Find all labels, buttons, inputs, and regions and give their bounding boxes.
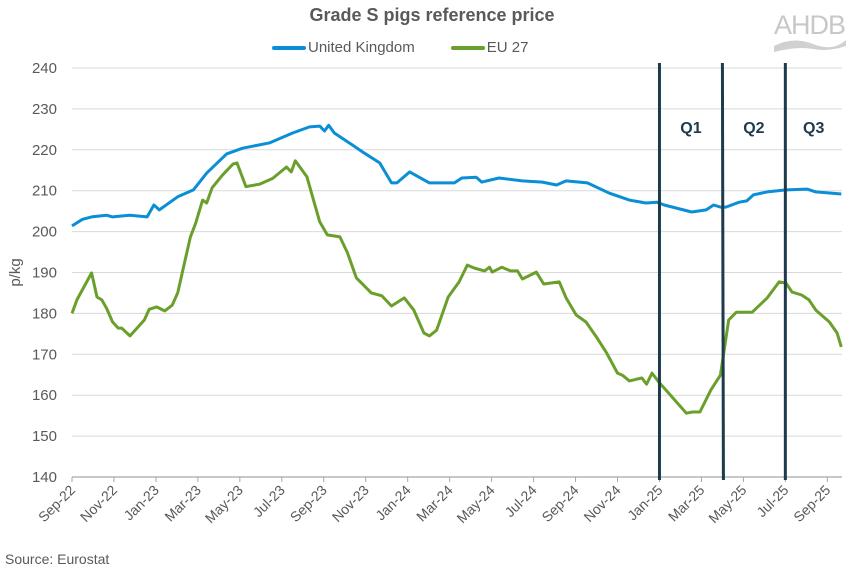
y-axis-label: p/kg <box>7 258 24 286</box>
y-tick-label: 210 <box>32 183 57 200</box>
x-tick-label: Jul-23 <box>250 482 288 520</box>
quarter-label: Q3 <box>803 120 824 137</box>
x-tick-label: Nov-22 <box>77 482 120 525</box>
svg-text:AHDB: AHDB <box>774 10 846 40</box>
y-tick-label: 220 <box>32 142 57 159</box>
quarter-label: Q1 <box>680 120 701 137</box>
y-tick-label: 150 <box>32 428 57 445</box>
x-tick-label: Mar-24 <box>413 482 456 525</box>
x-tick-label: Jan-25 <box>624 482 666 524</box>
x-tick-label: Nov-24 <box>580 482 623 525</box>
y-tick-label: 180 <box>32 305 57 322</box>
x-tick-label: Jul-24 <box>501 482 539 520</box>
y-tick-label: 170 <box>32 346 57 363</box>
x-tick-label: Mar-25 <box>665 482 708 525</box>
x-tick-label: Nov-23 <box>329 482 372 525</box>
series-line-uk <box>71 123 842 228</box>
legend-item-uk: United Kingdom <box>272 39 415 56</box>
legend-swatch-eu <box>450 45 485 50</box>
ahdb-logo: AHDB <box>774 10 846 52</box>
x-tick-label: May-24 <box>453 482 497 526</box>
series-line-eu27 <box>70 159 843 415</box>
x-tick-label: Jan-24 <box>372 482 414 524</box>
x-tick-label: May-25 <box>705 482 749 526</box>
x-tick-label: Jan-23 <box>120 482 162 524</box>
x-tick-label: Sep-23 <box>287 482 330 525</box>
y-tick-label: 190 <box>32 265 57 282</box>
x-tick-label: Mar-23 <box>161 482 204 525</box>
legend-item-eu: EU 27 <box>450 39 529 56</box>
legend-label-eu: EU 27 <box>486 39 529 56</box>
x-tick-label: Sep-25 <box>790 482 833 525</box>
quarter-label: Q2 <box>743 120 764 137</box>
x-tick-label: Sep-22 <box>35 482 78 525</box>
legend: United Kingdom EU 27 <box>272 39 528 56</box>
quarter-divider-line <box>720 62 725 481</box>
x-tick-label: Jul-25 <box>753 482 791 520</box>
legend-label-uk: United Kingdom <box>308 39 415 56</box>
y-tick-label: 230 <box>32 101 57 118</box>
x-tick-label: May-23 <box>202 482 246 526</box>
y-tick-label: 240 <box>32 60 57 77</box>
y-tick-label: 200 <box>32 224 57 241</box>
chart-title: Grade S pigs reference price <box>309 5 555 25</box>
y-tick-label: 160 <box>32 387 57 404</box>
x-tick-label: Sep-24 <box>538 482 581 525</box>
legend-swatch-uk <box>272 45 306 50</box>
y-tick-label: 140 <box>32 469 57 486</box>
source-note: Source: Eurostat <box>5 551 110 567</box>
